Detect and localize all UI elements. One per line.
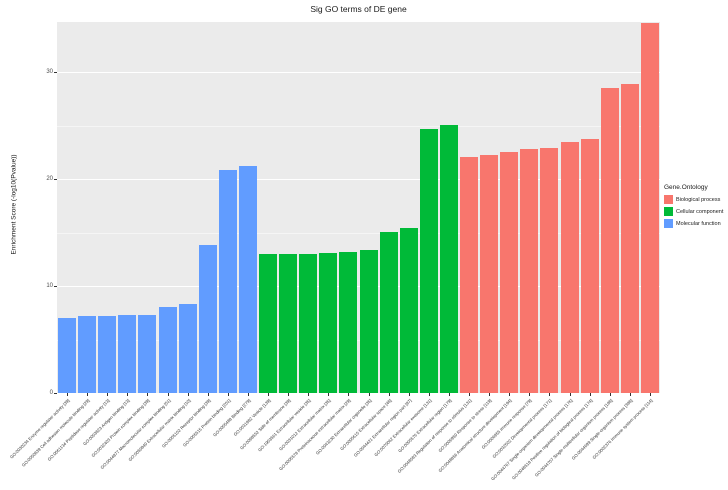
bar [359, 249, 378, 393]
bar [198, 245, 217, 393]
x-tick-mark [187, 393, 189, 396]
bar [118, 314, 137, 393]
bar [460, 156, 479, 393]
legend: Gene.Ontology Biological process Cellular… [664, 184, 728, 231]
x-tick-mark [107, 393, 109, 396]
x-tick-mark [408, 393, 410, 396]
gridline-minor [57, 339, 660, 341]
x-tick-mark [167, 393, 169, 396]
x-tick-mark [469, 393, 471, 396]
plot-panel [57, 22, 660, 393]
legend-item: Cellular component [664, 207, 728, 216]
bar [259, 254, 278, 393]
gridline-major [57, 72, 660, 74]
legend-swatch [664, 195, 673, 204]
x-tick-mark [549, 393, 551, 396]
chart-title: Sig GO terms of DE gene [310, 4, 407, 14]
bar [419, 128, 438, 393]
bar [138, 314, 157, 393]
bar [339, 251, 358, 393]
bar [319, 252, 338, 393]
bar [218, 169, 237, 393]
gridline-major [57, 286, 660, 288]
gridline-minor [57, 125, 660, 127]
x-tick-mark [368, 393, 370, 396]
bar [78, 316, 97, 393]
x-tick-mark [147, 393, 149, 396]
legend-swatch [664, 207, 673, 216]
y-axis-title: Enrichment Score (-log10(Pvalue)) [10, 154, 18, 255]
x-tick-mark [227, 393, 229, 396]
bar [379, 231, 398, 393]
bar [600, 88, 619, 393]
y-tick-mark [54, 179, 57, 181]
gridline-minor [57, 232, 660, 234]
y-tick-label: 0 [49, 389, 53, 396]
bar [580, 138, 599, 393]
gridline-major [57, 179, 660, 181]
bar [480, 154, 499, 393]
bar [299, 254, 318, 393]
x-tick-mark [308, 393, 310, 396]
bar [560, 141, 579, 393]
bar [238, 166, 257, 393]
y-tick-label: 30 [46, 68, 53, 75]
x-tick-mark [87, 393, 89, 396]
x-tick-mark [268, 393, 270, 396]
x-tick-mark [247, 393, 249, 396]
x-tick-mark [569, 393, 571, 396]
bar [399, 228, 418, 393]
bar [279, 254, 298, 393]
x-tick-mark [589, 393, 591, 396]
x-tick-mark [448, 393, 450, 396]
y-tick-mark [54, 72, 57, 74]
x-tick-mark [629, 393, 631, 396]
legend-item-label: Molecular function [676, 220, 721, 227]
x-tick-mark [348, 393, 350, 396]
x-tick-mark [388, 393, 390, 396]
x-tick-mark [649, 393, 651, 396]
x-tick-mark [288, 393, 290, 396]
bar [58, 318, 77, 393]
x-tick-mark [207, 393, 209, 396]
x-tick-mark [67, 393, 69, 396]
bar [540, 148, 559, 393]
bar [178, 304, 197, 393]
legend-title: Gene.Ontology [664, 184, 708, 191]
y-tick-label: 20 [46, 175, 53, 182]
x-tick-mark [127, 393, 129, 396]
y-tick-mark [54, 286, 57, 288]
legend-item: Biological process [664, 195, 728, 204]
bar [158, 307, 177, 393]
x-tick-mark [489, 393, 491, 396]
x-tick-mark [328, 393, 330, 396]
bar [500, 152, 519, 393]
legend-item: Molecular function [664, 219, 728, 228]
y-tick-label: 10 [46, 282, 53, 289]
y-tick-mark [54, 393, 57, 394]
legend-swatch [664, 219, 673, 228]
x-tick-mark [428, 393, 430, 396]
bar [620, 84, 639, 393]
x-tick-mark [509, 393, 511, 396]
bar [640, 23, 659, 393]
x-tick-label: GO:0050839 Cell adhesion molecule bindin… [20, 398, 91, 468]
bar [98, 316, 117, 393]
bar [520, 149, 539, 393]
x-tick-mark [529, 393, 531, 396]
legend-item-label: Biological process [676, 196, 721, 203]
x-tick-mark [609, 393, 611, 396]
bar [439, 124, 458, 393]
legend-item-label: Cellular component [676, 208, 724, 215]
